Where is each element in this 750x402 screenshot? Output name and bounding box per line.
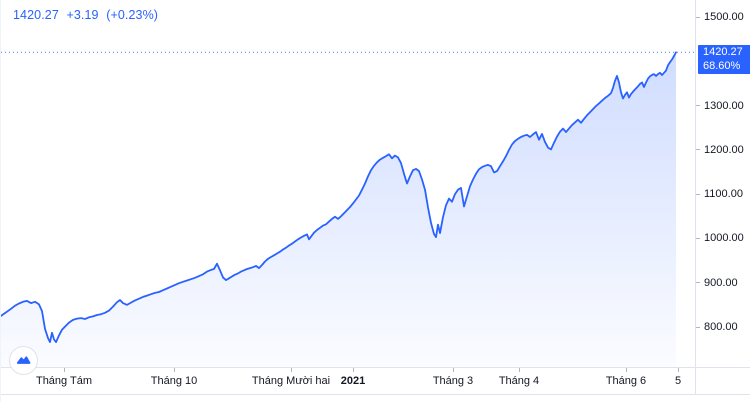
time-axis[interactable]: Tháng Tám Tháng 10 Tháng Mười hai 2021 Tháng…: [1, 367, 695, 395]
current-price-badge: 1420.27 68.60%: [698, 45, 750, 75]
price-change-percent: (+0.23%): [106, 8, 159, 22]
x-axis-tickmark: [519, 368, 520, 372]
y-axis-label: 1000.00: [704, 232, 744, 245]
x-axis-label: 5: [674, 375, 682, 387]
bottom-divider: [1, 394, 750, 395]
x-axis-tickmark: [353, 368, 354, 372]
x-axis-label: Tháng Mười hai: [251, 375, 331, 387]
series-area-fill: [1, 52, 676, 367]
symbol-quote: 1420.27 +3.19 (+0.23%): [13, 8, 162, 22]
y-axis-tickmark: [696, 282, 700, 284]
price-chart[interactable]: [1, 0, 695, 367]
x-axis-tickmark: [453, 368, 454, 372]
x-axis-label: Tháng 3: [432, 375, 474, 387]
y-axis-label: 900.00: [704, 276, 738, 289]
y-axis-tickmark: [696, 149, 700, 151]
y-axis-tickmark: [696, 326, 700, 328]
y-axis-tickmark: [696, 16, 700, 18]
y-axis-tickmark: [696, 193, 700, 195]
x-axis-label: 2021: [340, 375, 366, 387]
axis-corner: [695, 367, 750, 394]
y-axis-label: 800.00: [704, 321, 738, 333]
last-price: 1420.27: [13, 8, 59, 22]
x-axis-label: Tháng Tám: [35, 375, 93, 387]
y-axis-label: 1200.00: [704, 143, 744, 156]
x-axis-label: Tháng 6: [605, 375, 647, 387]
x-axis-label: Tháng 10: [150, 375, 198, 387]
current-price-label: 1420.27: [703, 46, 743, 59]
x-axis-label: Tháng 4: [498, 375, 540, 387]
mountain-logo-icon: [15, 352, 32, 369]
y-axis-label: 1500.00: [704, 11, 744, 23]
x-axis-tickmark: [626, 368, 627, 372]
x-axis-tickmark: [291, 368, 292, 372]
y-axis-tickmark: [696, 237, 700, 239]
period-change-percent-label: 68.60%: [703, 59, 741, 72]
x-axis-tickmark: [64, 368, 65, 372]
y-axis-label: 1100.00: [704, 188, 743, 201]
price-change: +3.19: [66, 8, 99, 22]
y-axis-label: 1300.00: [704, 99, 744, 112]
price-series-line: [1, 51, 677, 343]
x-axis-tickmark: [174, 368, 175, 372]
tradingview-logo-button[interactable]: [9, 346, 38, 375]
y-axis-tickmark: [696, 105, 700, 107]
x-axis-tickmark: [678, 368, 679, 372]
